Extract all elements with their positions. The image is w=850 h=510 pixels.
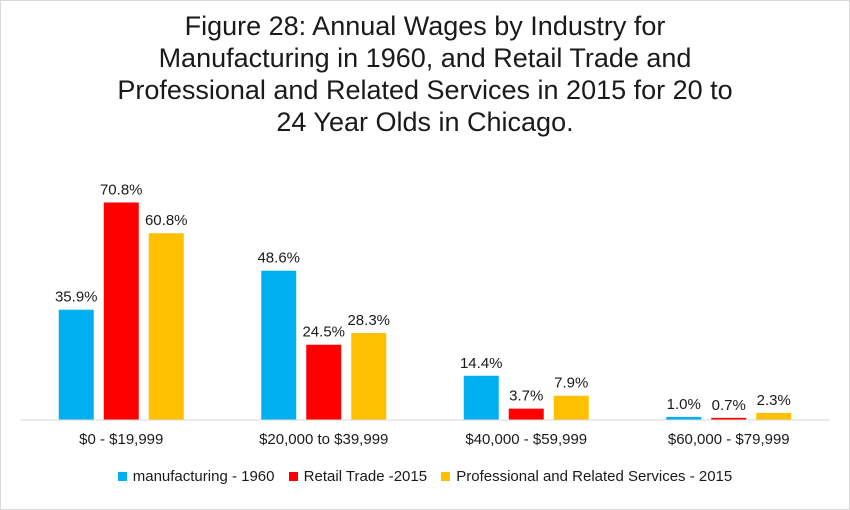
chart-title-line-1: Figure 28: Annual Wages by Industry for: [184, 11, 666, 41]
bar-3-series-3: [553, 395, 589, 420]
legend-swatch-retail-trade-2015: [288, 472, 298, 481]
x-tick-label-2: $20,000 to $39,999: [259, 431, 388, 448]
bar-2-series-2: [306, 344, 342, 420]
chart-legend: manufacturing - 1960 Retail Trade -2015 …: [0, 468, 850, 485]
data-label-1-series-1: 35.9%: [55, 289, 98, 306]
data-label-2-series-2: 24.5%: [302, 324, 345, 341]
data-label-2-series-1: 48.6%: [257, 250, 300, 267]
bar-2-series-1: [261, 270, 297, 420]
bar-1-series-2: [103, 202, 139, 420]
data-label-2-series-3: 28.3%: [347, 312, 390, 329]
x-tick-label-3: $40,000 - $59,999: [465, 431, 587, 448]
data-label-3-series-3: 7.9%: [554, 375, 588, 392]
legend-item-professional-services-2015: Professional and Related Services - 2015: [441, 468, 732, 485]
bar-1-series-1: [58, 309, 94, 420]
data-label-4-series-1: 1.0%: [667, 396, 701, 413]
data-label-3-series-1: 14.4%: [460, 355, 503, 372]
data-label-4-series-3: 2.3%: [757, 392, 791, 409]
data-label-1-series-3: 60.8%: [145, 212, 188, 229]
data-label-3-series-2: 3.7%: [509, 388, 543, 405]
chart-title-line-4: 24 Year Olds in Chicago.: [276, 107, 574, 137]
bar-4-series-1: [666, 416, 702, 420]
data-label-4-series-2: 0.7%: [712, 397, 746, 414]
chart-title: Figure 28: Annual Wages by Industry for …: [0, 10, 850, 138]
legend-label-professional-services-2015: Professional and Related Services - 2015: [456, 468, 733, 485]
bar-3-series-1: [463, 375, 499, 420]
legend-item-retail-trade-2015: Retail Trade -2015: [288, 468, 428, 485]
legend-swatch-professional-services-2015: [441, 472, 451, 481]
bar-1-series-3: [148, 233, 184, 420]
data-label-1-series-2: 70.8%: [100, 182, 143, 199]
bar-2-series-3: [351, 333, 387, 420]
legend-label-manufacturing-1960: manufacturing - 1960: [132, 468, 275, 485]
chart-title-line-3: Professional and Related Services in 201…: [117, 75, 733, 105]
legend-label-retail-trade-2015: Retail Trade -2015: [303, 468, 428, 485]
legend-swatch-manufacturing-1960: [117, 472, 127, 481]
x-tick-label-4: $60,000 - $79,999: [668, 431, 790, 448]
x-tick-label-1: $0 - $19,999: [79, 431, 163, 448]
bar-4-series-2: [711, 417, 747, 420]
chart-title-line-2: Manufacturing in 1960, and Retail Trade …: [158, 43, 692, 73]
legend-item-manufacturing-1960: manufacturing - 1960: [117, 468, 275, 485]
bar-3-series-2: [508, 408, 544, 420]
bar-4-series-3: [756, 412, 792, 420]
